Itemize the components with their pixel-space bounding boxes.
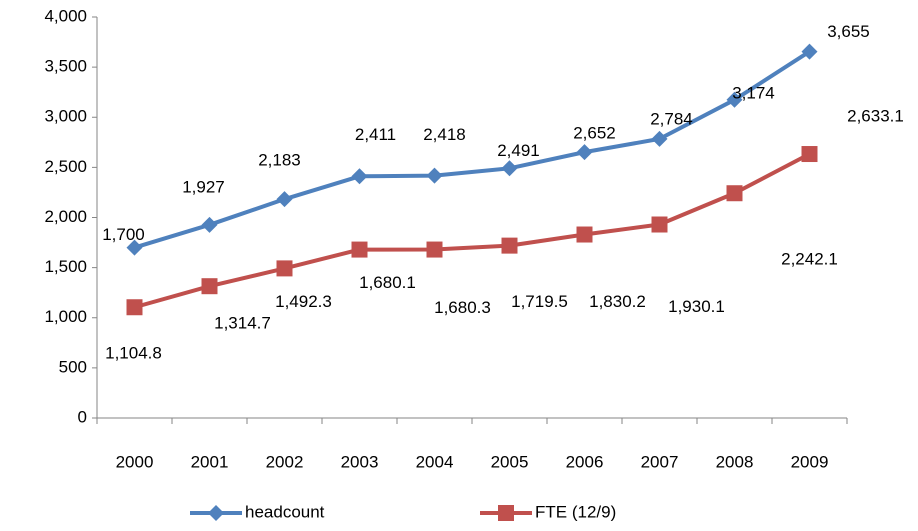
data-label: 1,927 xyxy=(182,177,225,196)
data-label: 3,655 xyxy=(827,22,870,41)
data-label: 1,700 xyxy=(102,225,145,244)
y-tick-label: 1,500 xyxy=(44,257,87,276)
y-tick-label: 500 xyxy=(59,357,87,376)
data-label: 2,784 xyxy=(650,109,693,128)
marker xyxy=(351,241,368,258)
series-line xyxy=(133,49,811,250)
marker xyxy=(351,168,368,185)
y-tick-label: 4,000 xyxy=(44,6,87,25)
data-label: 2,652 xyxy=(573,124,616,143)
y-tick-label: 0 xyxy=(78,407,87,426)
data-label: 1,830.2 xyxy=(589,292,646,311)
data-label: 2,411 xyxy=(355,125,396,144)
x-tick-label: 2001 xyxy=(191,452,229,471)
y-tick-label: 1,000 xyxy=(44,307,87,326)
marker xyxy=(276,260,293,277)
data-label: 1,930.1 xyxy=(668,297,725,316)
marker xyxy=(126,299,143,316)
marker xyxy=(201,216,218,233)
marker xyxy=(501,160,518,177)
marker xyxy=(651,216,668,233)
x-tick-label: 2004 xyxy=(416,452,454,471)
data-label: 1,104.8 xyxy=(105,344,162,363)
marker xyxy=(651,130,668,147)
y-tick-label: 3,000 xyxy=(44,107,87,126)
series-line xyxy=(133,152,811,310)
y-tick-label: 3,500 xyxy=(44,57,87,76)
y-tick-label: 2,500 xyxy=(44,157,87,176)
data-label: 2,418 xyxy=(423,125,466,144)
x-tick-label: 2003 xyxy=(341,452,379,471)
marker xyxy=(426,241,443,258)
marker xyxy=(208,505,224,521)
marker xyxy=(726,185,743,202)
marker xyxy=(801,146,818,163)
marker xyxy=(201,278,218,295)
marker xyxy=(426,167,443,184)
x-tick-label: 2002 xyxy=(266,452,304,471)
data-label: 1,492.3 xyxy=(275,292,332,311)
data-label: 2,242.1 xyxy=(781,250,838,269)
marker xyxy=(276,191,293,208)
x-tick-label: 2000 xyxy=(116,452,154,471)
marker xyxy=(501,237,518,254)
x-tick-label: 2006 xyxy=(566,452,604,471)
data-label: 2,183 xyxy=(258,151,301,170)
marker xyxy=(126,239,143,256)
marker xyxy=(576,226,593,243)
legend-label: FTE (12/9) xyxy=(535,502,616,521)
data-label: 2,633.1 xyxy=(847,107,904,126)
x-tick-label: 2005 xyxy=(491,452,529,471)
data-label: 1,680.3 xyxy=(434,298,491,317)
marker xyxy=(801,43,818,60)
data-label: 2,491 xyxy=(497,141,540,160)
legend-label: headcount xyxy=(245,502,325,521)
data-label: 1,719.5 xyxy=(511,292,568,311)
x-tick-label: 2009 xyxy=(791,452,829,471)
data-label: 3,174 xyxy=(732,83,775,102)
data-label: 1,314.7 xyxy=(214,314,271,333)
marker xyxy=(576,144,593,161)
y-tick-label: 2,000 xyxy=(44,207,87,226)
x-tick-label: 2008 xyxy=(716,452,754,471)
marker xyxy=(498,505,514,521)
x-tick-label: 2007 xyxy=(641,452,679,471)
data-label: 1,680.1 xyxy=(359,273,416,292)
marker xyxy=(726,91,743,108)
